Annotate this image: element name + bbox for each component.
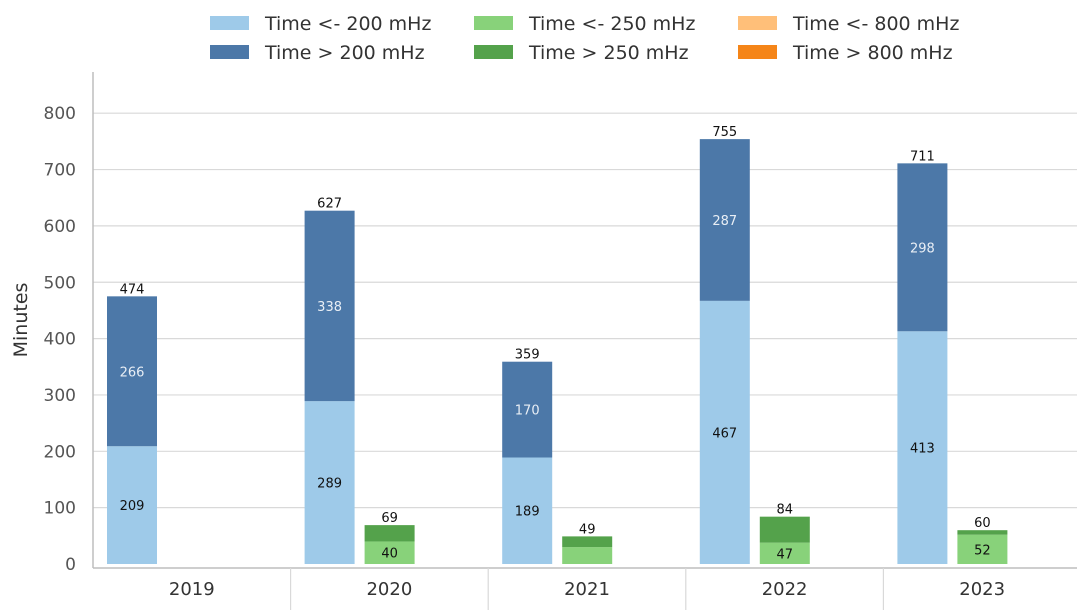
total-label-200-mhz-2021: 359 bbox=[515, 348, 540, 363]
bar-time-250-mhz-2021 bbox=[562, 536, 613, 548]
data-label-time-200-mhz-2020: 338 bbox=[317, 300, 342, 315]
y-axis-title: Minutes bbox=[10, 283, 32, 358]
data-label-time-200-mhz-2021: 170 bbox=[515, 404, 540, 419]
gridlines bbox=[93, 112, 1077, 509]
bar-time-250-mhz-2021 bbox=[562, 547, 613, 564]
y-tick-label-800: 800 bbox=[44, 104, 76, 124]
data-label-time-250-mhz-2020: 40 bbox=[381, 547, 398, 562]
y-tick-label-100: 100 bbox=[44, 499, 76, 519]
total-label-250-mhz-2020: 69 bbox=[381, 511, 398, 526]
data-label-time-250-mhz-2023: 52 bbox=[974, 543, 991, 558]
legend: Time <- 200 mHz Time <- 250 mHz Time <- 80… bbox=[210, 13, 959, 64]
x-tick-label-2023: 2023 bbox=[959, 579, 1005, 600]
y-tick-label-0: 0 bbox=[65, 555, 76, 575]
legend-label-time-800-mhz: Time <- 800 mHz bbox=[792, 13, 959, 35]
legend-swatch-time-800-mhz bbox=[738, 45, 777, 59]
legend-swatch-time-250-mhz bbox=[474, 45, 513, 59]
total-label-200-mhz-2020: 627 bbox=[317, 197, 342, 212]
y-tick-label-500: 500 bbox=[44, 273, 76, 293]
bar-time-200-mhz-2022 bbox=[699, 300, 750, 564]
legend-label-time-800-mhz: Time > 800 mHz bbox=[792, 42, 953, 64]
legend-label-time-200-mhz: Time > 200 mHz bbox=[264, 42, 425, 64]
y-tick-label-300: 300 bbox=[44, 386, 76, 406]
bars bbox=[107, 139, 1008, 564]
total-label-200-mhz-2022: 755 bbox=[712, 125, 737, 140]
data-label-time-200-mhz-2021: 189 bbox=[515, 505, 540, 520]
bar-time-200-mhz-2022 bbox=[699, 139, 750, 301]
bar-time-200-mhz-2020 bbox=[304, 401, 355, 564]
bar-time-200-mhz-2021 bbox=[502, 457, 553, 564]
bar-time-250-mhz-2022 bbox=[759, 516, 810, 543]
bar-time-200-mhz-2023 bbox=[897, 331, 948, 564]
data-labels: 209 266 474 289 338 627 189 170 359 467 287 755 413 2… bbox=[120, 125, 991, 562]
data-label-time-200-mhz-2022: 467 bbox=[712, 426, 737, 441]
data-label-time-200-mhz-2023: 413 bbox=[910, 442, 935, 457]
total-label-250-mhz-2022: 84 bbox=[777, 503, 794, 518]
axes: Minutes 0 100 200 300 400 500 600 700 800 2019 202… bbox=[10, 104, 1005, 600]
y-tick-label-600: 600 bbox=[44, 217, 76, 237]
x-tick-label-2022: 2022 bbox=[762, 579, 808, 600]
bar-time-200-mhz-2023 bbox=[897, 163, 948, 332]
x-tick-label-2021: 2021 bbox=[564, 579, 610, 600]
bar-time-250-mhz-2023 bbox=[957, 530, 1008, 535]
bar-time-250-mhz-2020 bbox=[364, 541, 415, 564]
y-tick-label-200: 200 bbox=[44, 442, 76, 462]
data-label-time-200-mhz-2019: 209 bbox=[120, 499, 145, 514]
total-label-200-mhz-2019: 474 bbox=[120, 282, 145, 297]
x-tick-label-2020: 2020 bbox=[366, 579, 412, 600]
legend-swatch-time-200-mhz bbox=[210, 45, 249, 59]
data-label-time-200-mhz-2023: 298 bbox=[910, 241, 935, 256]
total-label-200-mhz-2023: 711 bbox=[910, 149, 935, 164]
bar-time-250-mhz-2023 bbox=[957, 534, 1008, 564]
legend-label-time-200-mhz: Time <- 200 mHz bbox=[264, 13, 431, 35]
bar-time-200-mhz-2021 bbox=[502, 361, 553, 458]
bar-time-250-mhz-2022 bbox=[759, 542, 810, 564]
bar-time-250-mhz-2020 bbox=[364, 525, 415, 542]
x-tick-label-2019: 2019 bbox=[169, 579, 215, 600]
plot-frame bbox=[92, 72, 1077, 610]
bar-time-200-mhz-2019 bbox=[107, 446, 157, 564]
data-label-time-250-mhz-2022: 47 bbox=[777, 547, 794, 562]
y-tick-label-700: 700 bbox=[44, 161, 76, 181]
legend-swatch-time-250-mhz bbox=[474, 16, 513, 30]
total-label-250-mhz-2023: 60 bbox=[974, 516, 991, 531]
total-label-250-mhz-2021: 49 bbox=[579, 522, 596, 537]
data-label-time-200-mhz-2022: 287 bbox=[712, 214, 737, 229]
data-label-time-200-mhz-2020: 289 bbox=[317, 477, 342, 492]
bar-time-200-mhz-2019 bbox=[107, 296, 157, 447]
legend-label-time-250-mhz: Time <- 250 mHz bbox=[528, 13, 695, 35]
bar-time-200-mhz-2020 bbox=[304, 210, 355, 402]
legend-swatch-time-800-mhz bbox=[738, 16, 777, 30]
y-tick-label-400: 400 bbox=[44, 330, 76, 350]
legend-label-time-250-mhz: Time > 250 mHz bbox=[528, 42, 689, 64]
legend-swatch-time-200-mhz bbox=[210, 16, 249, 30]
data-label-time-200-mhz-2019: 266 bbox=[120, 365, 145, 380]
